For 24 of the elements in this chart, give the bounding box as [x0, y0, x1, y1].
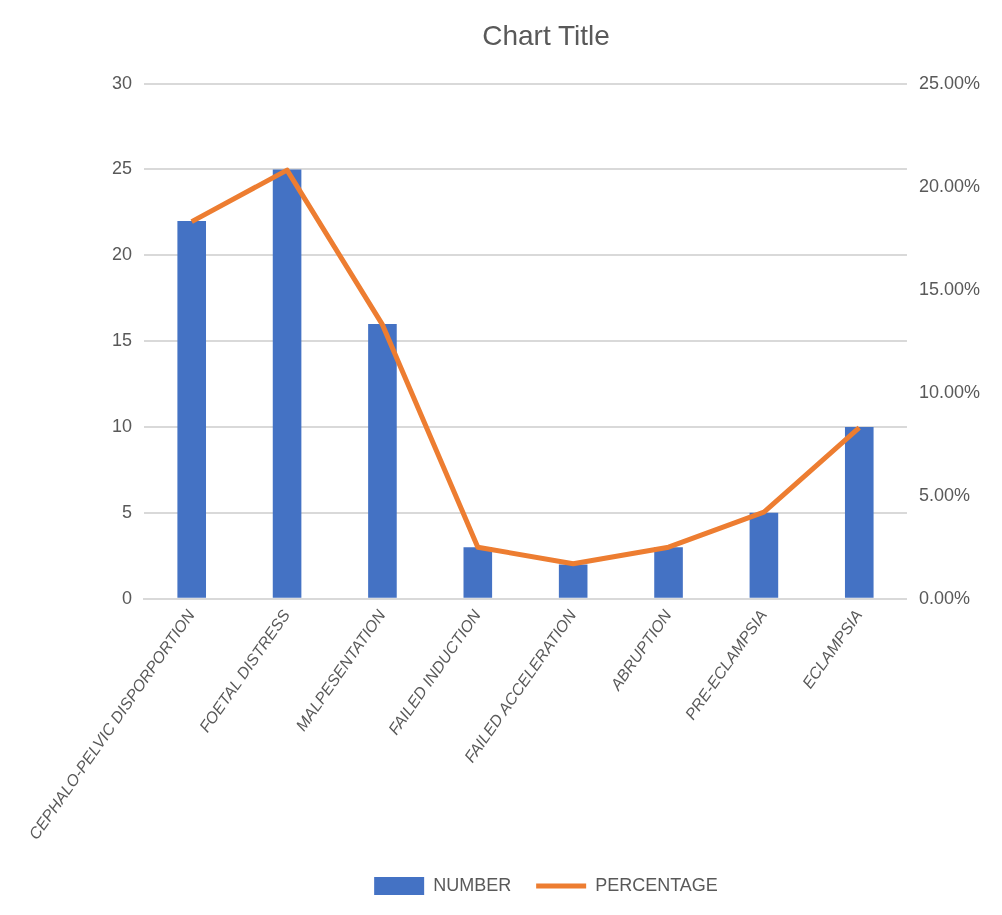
y-tick-label: 10: [111, 415, 133, 436]
y-tick-label: 30: [111, 72, 133, 93]
bar: [463, 547, 493, 598]
bar: [558, 564, 588, 598]
y2-tick-label: 20.00%: [918, 175, 981, 196]
bar: [749, 512, 779, 598]
y-tick-label: 20: [111, 244, 133, 265]
bar: [844, 427, 874, 598]
bar: [272, 169, 302, 598]
y-tick-label: 25: [111, 158, 133, 179]
legend-label: PERCENTAGE: [595, 874, 718, 895]
bar: [177, 220, 207, 598]
y2-tick-label: 0.00%: [918, 587, 970, 608]
y-tick-label: 0: [122, 587, 133, 608]
y2-tick-label: 25.00%: [918, 72, 981, 93]
y2-tick-label: 10.00%: [918, 381, 981, 402]
y2-tick-label: 5.00%: [918, 484, 970, 505]
legend-label: NUMBER: [433, 874, 512, 895]
y-tick-label: 5: [122, 501, 133, 522]
y2-tick-label: 15.00%: [918, 278, 981, 299]
chart-title: Chart Title: [482, 19, 610, 51]
bar: [368, 323, 397, 598]
bar: [654, 547, 683, 598]
y-tick-label: 15: [111, 330, 133, 351]
